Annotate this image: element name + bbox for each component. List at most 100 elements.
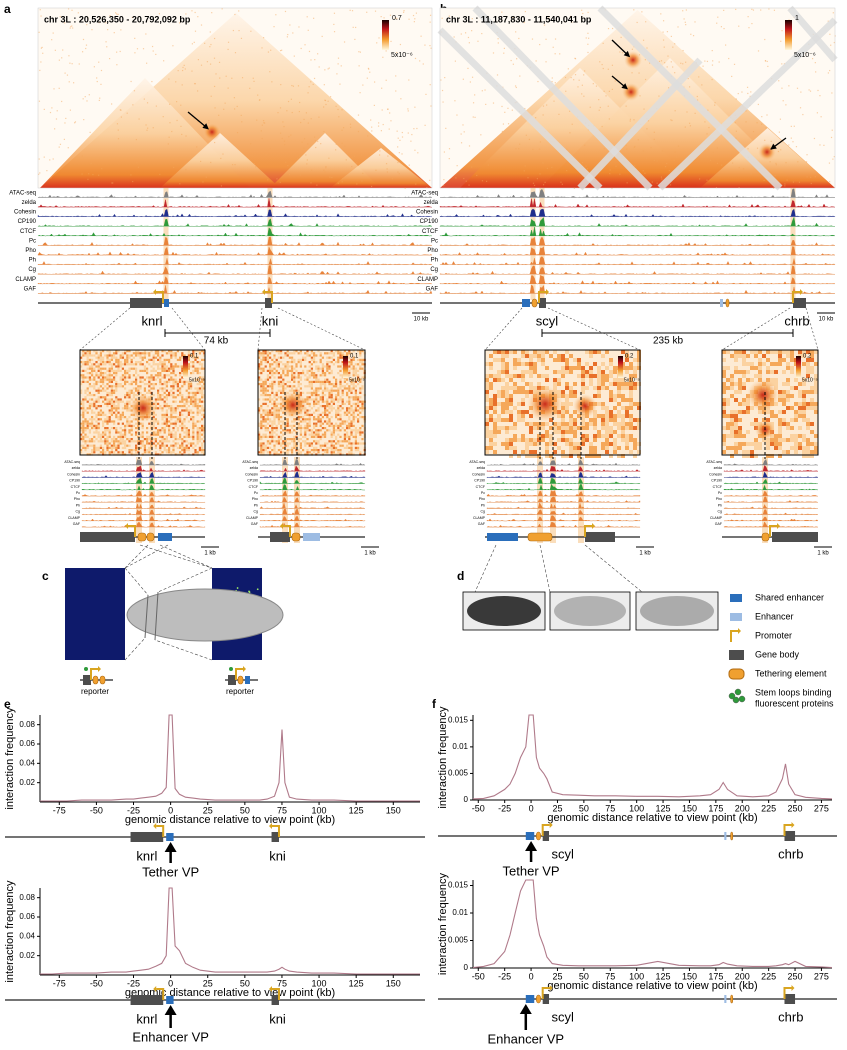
heatmap-pixel bbox=[350, 126, 352, 128]
zoom-pixel bbox=[337, 433, 340, 436]
zoom-pixel bbox=[489, 366, 493, 370]
zoom-pixel bbox=[317, 367, 320, 370]
zoom-pixel bbox=[262, 416, 265, 419]
zoom-pixel bbox=[324, 389, 327, 392]
zoom-spot bbox=[279, 391, 307, 419]
heatmap-pixel bbox=[480, 134, 482, 136]
zoom-pixel bbox=[589, 454, 593, 458]
zoom-pixel bbox=[802, 354, 806, 358]
zoom-pixel bbox=[275, 369, 278, 372]
zoom-pixel bbox=[569, 354, 573, 358]
heatmap-pixel bbox=[650, 146, 652, 149]
zoom-pixel bbox=[633, 402, 637, 406]
zoom-pixel bbox=[778, 454, 782, 458]
zoom-pixel bbox=[152, 427, 155, 430]
zoom-pixel bbox=[589, 370, 593, 374]
zoom-pixel bbox=[601, 434, 605, 438]
zoom-pixel bbox=[130, 451, 133, 454]
zoom-pixel bbox=[146, 352, 149, 355]
scale-bar-label: 1 kb bbox=[204, 551, 216, 557]
zoom-pixel bbox=[354, 435, 357, 438]
zoom-pixel bbox=[130, 440, 133, 443]
zoom-pixel bbox=[319, 435, 322, 438]
zoom-pixel bbox=[187, 380, 190, 383]
zoom-pixel bbox=[304, 411, 307, 414]
zoom-pixel bbox=[798, 414, 802, 418]
zoom-pixel bbox=[174, 409, 177, 412]
zoom-pixel bbox=[537, 434, 541, 438]
zoom-pixel bbox=[790, 350, 794, 354]
heatmap-pixel bbox=[510, 59, 512, 62]
zoom-pixel bbox=[198, 398, 201, 401]
zoom-pixel bbox=[192, 411, 195, 414]
scale-bar-label: 10 kb bbox=[819, 317, 834, 323]
zoom-pixel bbox=[190, 398, 193, 401]
heatmap-pixel bbox=[293, 55, 295, 57]
zoom-pixel bbox=[170, 363, 173, 366]
zoom-pixel bbox=[271, 429, 274, 432]
heatmap-pixel bbox=[313, 77, 316, 80]
zoom-pixel bbox=[185, 446, 188, 449]
zoom-pixel bbox=[262, 420, 265, 423]
zoom-pixel bbox=[86, 354, 89, 357]
zoom-pixel bbox=[280, 424, 283, 427]
zoom-pixel bbox=[762, 438, 766, 442]
heatmap-pixel bbox=[820, 116, 822, 118]
zoom-pixel bbox=[297, 427, 300, 430]
zoom-pixel bbox=[509, 398, 513, 402]
heatmap-pixel bbox=[146, 129, 148, 131]
zoom-pixel bbox=[108, 369, 111, 372]
promoter-head bbox=[262, 289, 265, 295]
zoom-pixel bbox=[315, 435, 318, 438]
heatmap-pixel bbox=[512, 16, 514, 18]
heatmap-pixel bbox=[117, 13, 119, 16]
zoom-pixel bbox=[172, 365, 175, 368]
zoom-pixel bbox=[324, 442, 327, 445]
zoom-pixel bbox=[328, 394, 331, 397]
zoom-pixel bbox=[357, 431, 360, 434]
zoom-pixel bbox=[317, 433, 320, 436]
zoom-pixel bbox=[130, 420, 133, 423]
zoom-pixel bbox=[170, 433, 173, 436]
zoom-pixel bbox=[194, 378, 197, 381]
zoom-pixel bbox=[124, 433, 127, 436]
zoom-pixel bbox=[187, 363, 190, 366]
zoom-pixel bbox=[86, 376, 89, 379]
zoom-pixel bbox=[306, 409, 309, 412]
heatmap-pixel bbox=[284, 144, 286, 146]
zoom-pixel bbox=[525, 454, 529, 458]
zoom-pixel bbox=[295, 376, 298, 379]
heatmap-pixel bbox=[429, 21, 431, 23]
zoom-pixel bbox=[505, 438, 509, 442]
zoom-pixel bbox=[339, 356, 342, 359]
zoom-pixel bbox=[194, 396, 197, 399]
heatmap-pixel bbox=[341, 109, 343, 111]
zoom-pixel bbox=[181, 440, 184, 443]
zoom-pixel bbox=[194, 356, 197, 359]
zoom-pixel bbox=[304, 358, 307, 361]
heatmap-pixel bbox=[158, 13, 161, 15]
zoom-pixel bbox=[258, 376, 261, 379]
zoom-pixel bbox=[126, 420, 129, 423]
heatmap-pixel bbox=[542, 184, 545, 186]
zoom-pixel bbox=[359, 411, 362, 414]
zoom-pixel bbox=[137, 422, 140, 425]
zoom-pixel bbox=[313, 374, 316, 377]
zoom-pixel bbox=[304, 427, 307, 430]
zoom-pixel bbox=[203, 394, 206, 397]
distance-bracket bbox=[541, 329, 794, 337]
heatmap-frame bbox=[37, 7, 433, 189]
heatmap-pixel bbox=[279, 49, 282, 52]
heatmap-pixel bbox=[757, 103, 759, 106]
zoom-pixel bbox=[306, 418, 309, 421]
zoom-pixel bbox=[170, 418, 173, 421]
zoom-pixel bbox=[192, 429, 195, 432]
zoom-pixel bbox=[84, 446, 87, 449]
zoom-pixel bbox=[93, 411, 96, 414]
zoom-pixel bbox=[176, 442, 179, 445]
heatmap-pixel bbox=[664, 62, 666, 64]
heatmap-pixel bbox=[333, 23, 335, 26]
zoom-pixel bbox=[262, 411, 265, 414]
heatmap-pixel bbox=[117, 129, 119, 131]
zoom-pixel bbox=[286, 449, 289, 452]
